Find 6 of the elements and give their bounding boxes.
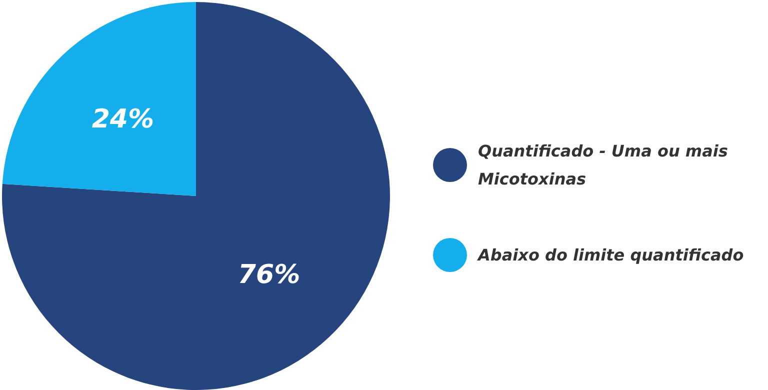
data-label: 24% (92, 104, 154, 134)
legend-label: Quantificado - Uma ou mais Micotoxinas (478, 142, 728, 189)
legend-label: Abaixo do limite quantificado (476, 246, 744, 265)
data-label: 76% (238, 260, 300, 290)
pie-slice (2, 2, 196, 196)
pie-slice (2, 2, 390, 390)
